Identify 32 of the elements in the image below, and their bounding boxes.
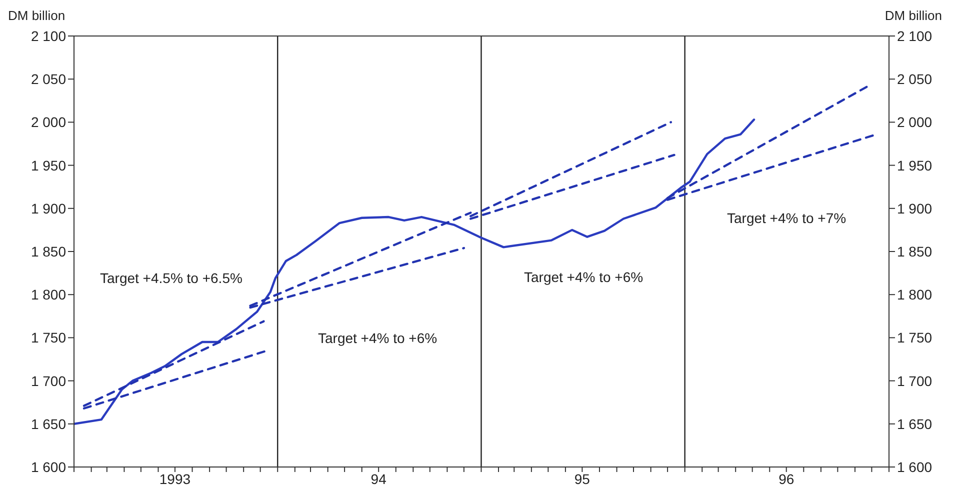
y2-tick-label: 1 750 <box>897 330 932 346</box>
y-tick-label: 2 050 <box>30 71 66 88</box>
y-tick-label: 1 850 <box>30 243 66 260</box>
annotation: Target +4% to +6% <box>524 269 644 285</box>
y2-tick-label: 2 050 <box>897 71 932 88</box>
annotation: Target +4.5% to +6.5% <box>100 270 242 286</box>
y2-axis-title: DM billion <box>884 8 942 23</box>
y2-tick-label: 1 900 <box>897 200 932 216</box>
x-tick-label: 1993 <box>159 470 191 487</box>
annotation: Target +4% to +6% <box>318 330 438 346</box>
y2-tick-label: 1 600 <box>897 458 932 475</box>
y-tick-label: 1 650 <box>30 416 66 432</box>
y2-tick-label: 1 800 <box>897 286 932 303</box>
y-tick-label: 2 000 <box>30 114 66 130</box>
x-tick-label: 96 <box>778 470 794 487</box>
y-tick-label: 1 700 <box>30 372 66 389</box>
y2-tick-label: 1 950 <box>897 157 932 174</box>
y2-tick-label: 2 000 <box>897 114 932 130</box>
y-tick-label: 1 950 <box>30 157 66 174</box>
x-tick-label: 95 <box>574 470 590 487</box>
y-axis-title: DM billion <box>8 8 66 23</box>
y2-tick-label: 1 650 <box>897 416 932 432</box>
y-tick-label: 1 600 <box>30 458 66 475</box>
y-tick-label: 1 750 <box>30 330 66 346</box>
y-tick-label: 2 100 <box>30 28 66 44</box>
y2-tick-label: 2 100 <box>897 28 932 44</box>
y2-tick-label: 1 850 <box>897 243 932 260</box>
y-tick-label: 1 900 <box>30 200 66 216</box>
y2-tick-label: 1 700 <box>897 372 932 389</box>
y-tick-label: 1 800 <box>30 286 66 303</box>
annotation: Target +4% to +7% <box>727 210 846 226</box>
x-tick-label: 94 <box>370 470 387 487</box>
